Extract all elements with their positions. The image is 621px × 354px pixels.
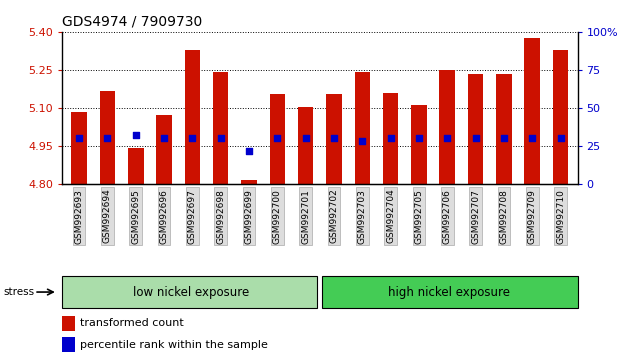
Bar	[468, 74, 483, 184]
Bar	[184, 50, 200, 184]
Bar	[270, 94, 285, 184]
Text: GSM992698: GSM992698	[216, 189, 225, 244]
Point	[188, 136, 197, 141]
Point	[215, 136, 225, 141]
Point	[442, 136, 452, 141]
Text: GSM992707: GSM992707	[471, 189, 480, 244]
Bar	[213, 73, 229, 184]
Bar	[156, 115, 172, 184]
Text: percentile rank within the sample: percentile rank within the sample	[80, 339, 268, 350]
Text: GSM992704: GSM992704	[386, 189, 395, 244]
Bar	[553, 50, 568, 184]
Text: GDS4974 / 7909730: GDS4974 / 7909730	[62, 14, 202, 28]
Point	[273, 136, 283, 141]
Text: GSM992703: GSM992703	[358, 189, 367, 244]
Point	[386, 136, 396, 141]
Text: GSM992708: GSM992708	[499, 189, 509, 244]
Bar	[524, 38, 540, 184]
Point	[244, 148, 254, 153]
Bar	[411, 105, 427, 184]
Point	[357, 139, 367, 144]
Text: GSM992705: GSM992705	[414, 189, 424, 244]
Point	[556, 136, 566, 141]
Bar	[298, 107, 314, 184]
Text: GSM992702: GSM992702	[330, 189, 338, 244]
Bar	[496, 74, 512, 184]
Point	[301, 136, 310, 141]
Text: stress: stress	[3, 287, 34, 297]
Text: GSM992693: GSM992693	[75, 189, 84, 244]
Text: GSM992696: GSM992696	[160, 189, 168, 244]
Point	[527, 136, 537, 141]
Text: GSM992695: GSM992695	[131, 189, 140, 244]
Text: GSM992700: GSM992700	[273, 189, 282, 244]
FancyBboxPatch shape	[322, 276, 578, 308]
Bar	[355, 73, 370, 184]
FancyBboxPatch shape	[62, 276, 317, 308]
Bar	[326, 94, 342, 184]
Point	[74, 136, 84, 141]
Bar	[383, 93, 399, 184]
Bar	[62, 337, 75, 352]
Text: high nickel exposure: high nickel exposure	[388, 286, 510, 298]
Text: GSM992699: GSM992699	[245, 189, 253, 244]
Text: GSM992706: GSM992706	[443, 189, 451, 244]
Text: GSM992697: GSM992697	[188, 189, 197, 244]
Point	[102, 136, 112, 141]
Text: GSM992701: GSM992701	[301, 189, 310, 244]
Point	[471, 136, 481, 141]
Text: transformed count: transformed count	[80, 318, 184, 329]
Point	[159, 136, 169, 141]
Point	[329, 136, 339, 141]
Bar	[99, 91, 116, 184]
Bar	[62, 316, 75, 331]
Point	[414, 136, 424, 141]
Point	[499, 136, 509, 141]
Text: GSM992694: GSM992694	[103, 189, 112, 244]
Text: low nickel exposure: low nickel exposure	[133, 286, 249, 298]
Text: GSM992710: GSM992710	[556, 189, 565, 244]
Bar	[71, 112, 87, 184]
Bar	[440, 70, 455, 184]
Point	[131, 132, 141, 138]
Text: GSM992709: GSM992709	[528, 189, 537, 244]
Bar	[128, 148, 143, 184]
Bar	[241, 180, 257, 184]
